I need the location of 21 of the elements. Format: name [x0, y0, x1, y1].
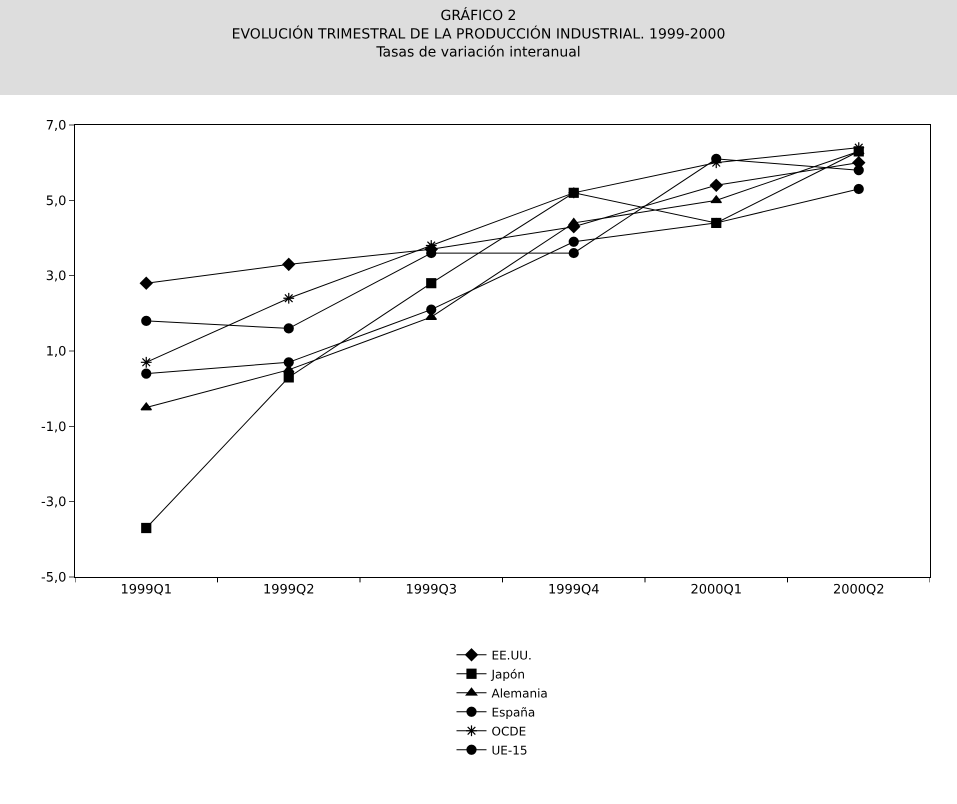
legend-label: EE.UU.: [492, 648, 532, 662]
y-tick-label: 1,0: [46, 344, 66, 360]
y-tick-label: -5,0: [41, 570, 66, 586]
y-tick-label: -3,0: [41, 495, 66, 510]
chart-subtitle: Tasas de variación interanual: [375, 44, 581, 60]
x-tick-label: 2000Q2: [832, 582, 885, 598]
x-tick-label: 1999Q4: [548, 582, 600, 598]
y-tick-label: 5,0: [46, 194, 66, 209]
y-tick-label: 7,0: [46, 118, 66, 134]
legend-label: UE-15: [492, 743, 528, 758]
legend-label: Alemania: [492, 686, 548, 700]
y-tick-label: 3,0: [46, 269, 66, 284]
chart-title: GRÁFICO 2 EVOLUCIÓN TRIMESTRAL DE LA PRODUCCIÓN INDUSTRIAL. 1999-2000: [232, 7, 726, 42]
legend-label: OCDE: [492, 724, 526, 738]
x-tick-label: 1999Q2: [262, 582, 315, 598]
x-tick-label: 2000Q1: [690, 582, 742, 598]
y-tick-label: -1,0: [41, 420, 66, 435]
legend-label: Japón: [490, 667, 525, 682]
x-tick-label: 1999Q1: [120, 582, 172, 598]
x-tick-label: 1999Q3: [405, 582, 458, 598]
legend-label: España: [492, 705, 536, 720]
